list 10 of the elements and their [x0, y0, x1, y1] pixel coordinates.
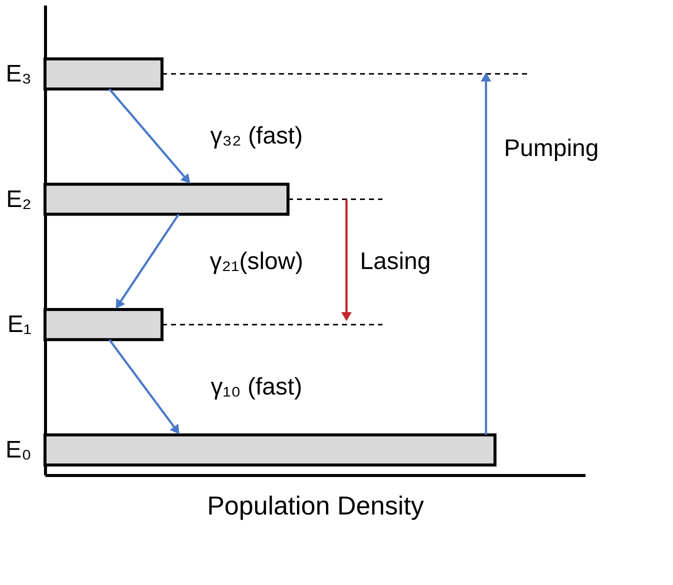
text: Pumping: [504, 135, 599, 162]
y-tick-label: E₁: [7, 311, 32, 338]
y-tick-label: E₀: [6, 436, 32, 464]
x-axis-title: Population Density: [207, 490, 424, 520]
annotation: γ₁₀ (fast): [210, 373, 302, 400]
annotation: γ₃₂ (fast): [210, 122, 303, 150]
y-tick-label: E₂: [6, 186, 32, 213]
annotation: γ₂₁(slow): [210, 248, 304, 275]
annotation: Lasing: [360, 248, 431, 275]
y-tick-label: E₃: [6, 60, 32, 88]
